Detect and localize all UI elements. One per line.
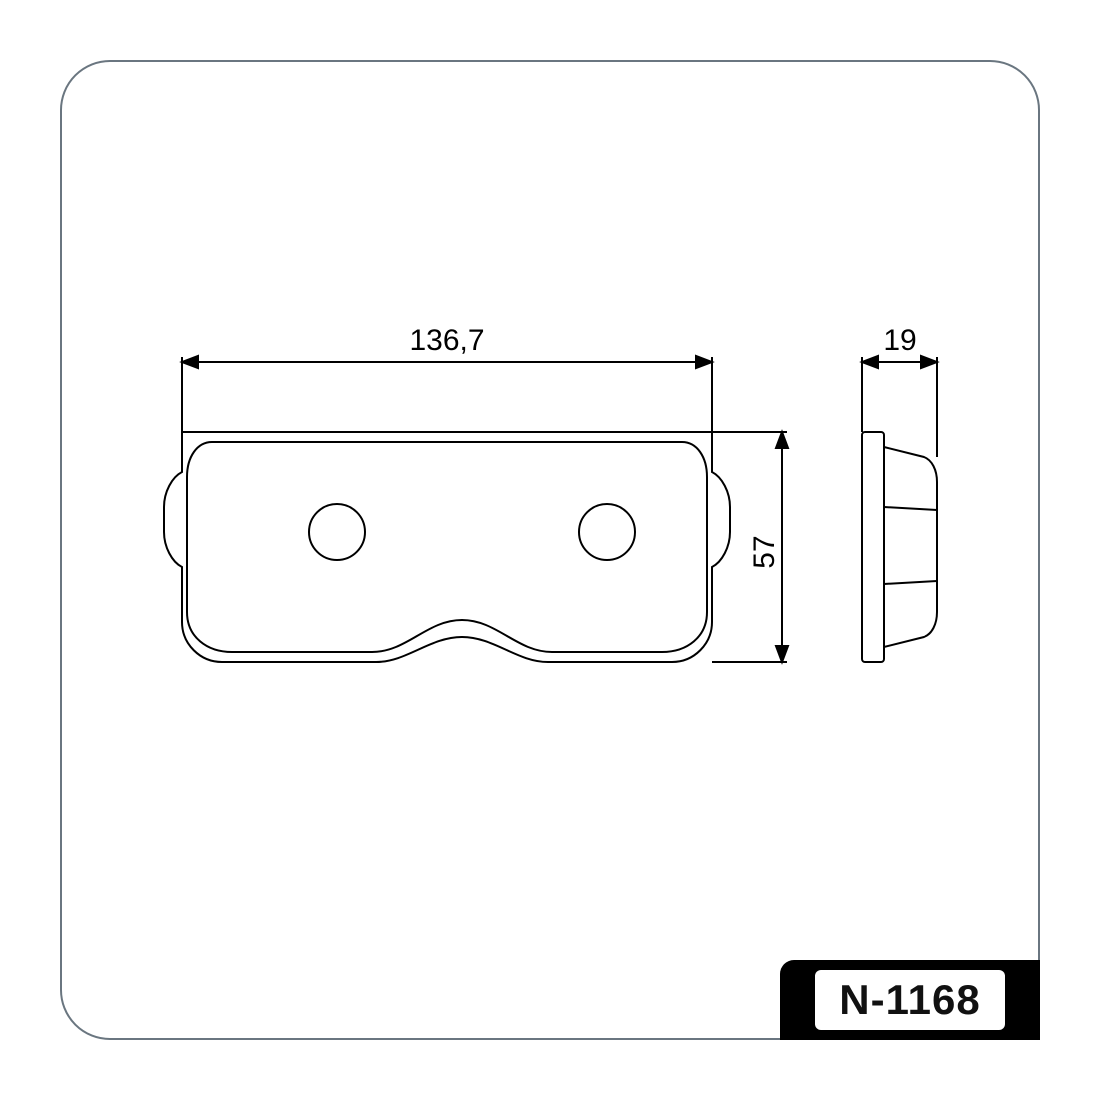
dim-width bbox=[182, 356, 712, 432]
mounting-hole-right bbox=[579, 504, 635, 560]
part-number-tab: N-1168 bbox=[780, 960, 1040, 1040]
part-number-label: N-1168 bbox=[815, 970, 1004, 1030]
side-backplate bbox=[862, 432, 884, 662]
technical-drawing: 136,7 57 bbox=[62, 62, 1038, 1038]
dim-thickness-label: 19 bbox=[883, 324, 916, 357]
dim-thickness bbox=[862, 356, 937, 457]
side-friction bbox=[884, 447, 937, 647]
mounting-hole-left bbox=[309, 504, 365, 560]
friction-material-outline bbox=[187, 442, 707, 652]
side-view bbox=[862, 432, 937, 662]
backing-plate-outline bbox=[164, 432, 730, 662]
diagram-canvas: 136,7 57 bbox=[0, 0, 1100, 1100]
dim-width-label: 136,7 bbox=[409, 324, 484, 357]
dim-height-label: 57 bbox=[748, 535, 781, 568]
diagram-frame: 136,7 57 bbox=[60, 60, 1040, 1040]
front-view bbox=[164, 432, 730, 662]
